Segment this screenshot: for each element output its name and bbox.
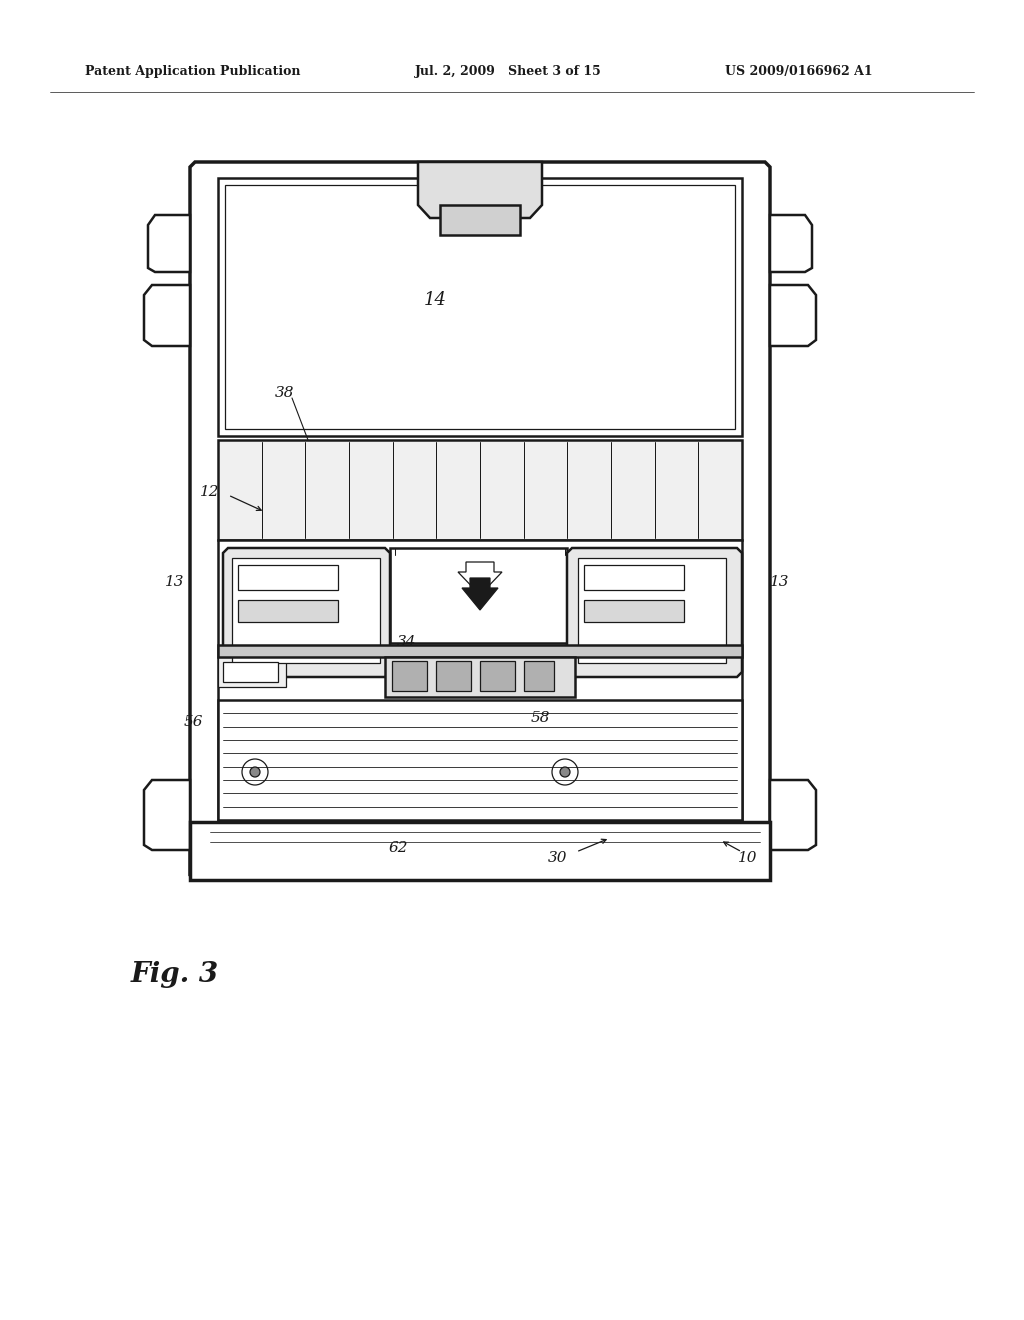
Bar [578, 558, 726, 663]
Text: Patent Application Publication: Patent Application Publication [85, 66, 300, 78]
Polygon shape [567, 548, 742, 677]
Bar [232, 558, 380, 663]
Text: US 2009/0166962 A1: US 2009/0166962 A1 [725, 66, 872, 78]
Text: 12: 12 [201, 484, 220, 499]
Bar [524, 661, 554, 690]
Polygon shape [144, 780, 190, 850]
Polygon shape [770, 285, 816, 346]
Bar [584, 601, 684, 622]
Text: 56: 56 [183, 715, 203, 729]
Polygon shape [418, 162, 542, 218]
Text: 62: 62 [388, 841, 408, 855]
Text: 30: 30 [548, 851, 567, 865]
Text: 13: 13 [165, 576, 184, 589]
Text: 10: 10 [738, 851, 758, 865]
Bar [238, 565, 338, 590]
Bar [480, 661, 515, 690]
Text: 38: 38 [275, 385, 295, 400]
Bar [190, 822, 770, 880]
Bar [218, 657, 286, 686]
Text: 52: 52 [430, 653, 450, 667]
Polygon shape [190, 162, 770, 880]
Text: Fig. 3: Fig. 3 [131, 961, 219, 989]
Bar [238, 601, 338, 622]
Bar [218, 178, 742, 436]
Bar [440, 205, 520, 235]
Polygon shape [770, 215, 812, 272]
Polygon shape [223, 548, 390, 677]
Text: 14: 14 [424, 290, 446, 309]
Circle shape [250, 767, 260, 777]
Bar [584, 565, 684, 590]
Polygon shape [462, 578, 498, 610]
Bar [385, 657, 575, 697]
Polygon shape [144, 285, 190, 346]
Circle shape [560, 767, 570, 777]
Bar [218, 645, 742, 657]
Bar [392, 661, 427, 690]
Bar [436, 661, 471, 690]
Polygon shape [458, 562, 502, 595]
Text: 13: 13 [770, 576, 790, 589]
Bar [218, 540, 742, 880]
Polygon shape [770, 780, 816, 850]
Polygon shape [148, 215, 190, 272]
Text: Jul. 2, 2009   Sheet 3 of 15: Jul. 2, 2009 Sheet 3 of 15 [415, 66, 602, 78]
Text: 34: 34 [397, 635, 417, 649]
Bar [223, 663, 278, 682]
Bar [390, 548, 567, 643]
Bar [218, 700, 742, 820]
Text: 52: 52 [345, 645, 365, 660]
Text: 58: 58 [530, 711, 550, 725]
Text: 50: 50 [352, 623, 372, 638]
Bar [218, 440, 742, 540]
Bar [225, 185, 735, 429]
